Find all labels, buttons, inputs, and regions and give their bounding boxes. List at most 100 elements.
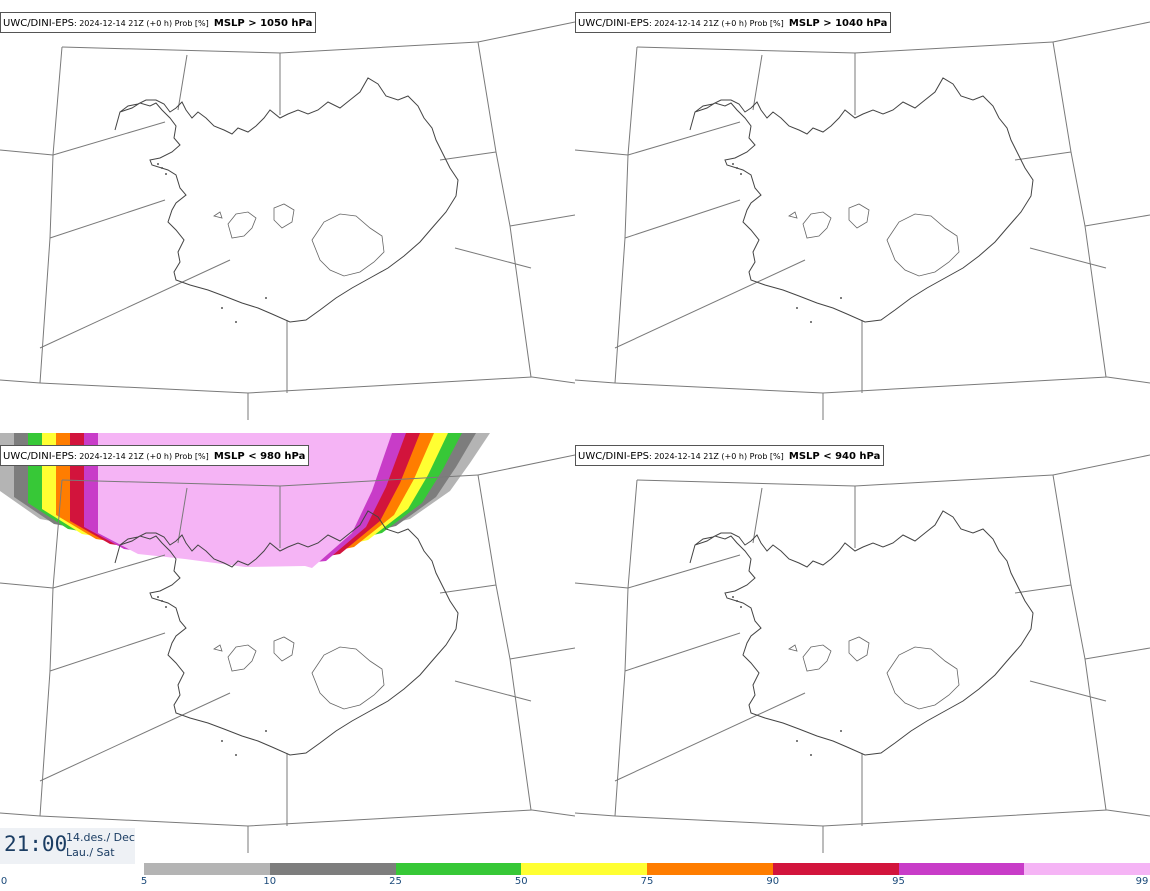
island-dot (235, 754, 237, 756)
map-layer (0, 21, 575, 420)
probability-band (98, 433, 392, 568)
region-boundary (439, 584, 497, 594)
island-dot (840, 297, 842, 299)
region-boundary (61, 41, 479, 54)
glacier-outline (848, 203, 870, 229)
glacier-outline (227, 211, 257, 239)
island-dot (840, 730, 842, 732)
region-boundary (614, 692, 806, 782)
run-info: : 2024-12-14 21Z (+0 h) Prob [%] (648, 452, 784, 461)
model-name: UWC/DINI-EPS (578, 451, 649, 462)
region-boundary (636, 474, 1054, 487)
map-canvas (0, 433, 575, 853)
region-boundary (575, 812, 616, 817)
map-layer (575, 21, 1150, 420)
region-boundary (477, 454, 575, 476)
map-canvas (0, 21, 575, 420)
glacier-outline (886, 213, 960, 277)
run-info: : 2024-12-14 21Z (+0 h) Prob [%] (73, 452, 209, 461)
region-boundary (49, 199, 166, 239)
variable-label: MSLP < 980 hPa (213, 451, 306, 462)
map-panel-mslp-lt-980: UWC/DINI-EPS: 2024-12-14 21Z (+0 h) Prob… (0, 433, 575, 865)
map-panel-mslp-gt-1050: UWC/DINI-EPS: 2024-12-14 21Z (+0 h) Prob… (0, 0, 575, 432)
region-boundary (627, 554, 741, 589)
map-layer (575, 454, 1150, 853)
region-boundary (1014, 151, 1072, 161)
region-boundary (52, 554, 166, 589)
valid-time-box: 21:00 14.des./ Dec Lau./ Sat (0, 828, 135, 864)
region-boundary (39, 46, 63, 384)
island-dot (265, 297, 267, 299)
region-boundary (509, 214, 575, 227)
island-dot (796, 740, 798, 742)
colorbar-segment (772, 863, 899, 875)
glacier-outline (311, 646, 385, 710)
map-panel-mslp-gt-1040: UWC/DINI-EPS: 2024-12-14 21Z (+0 h) Prob… (575, 0, 1150, 432)
region-boundary (0, 379, 41, 384)
colorbar-segment (898, 863, 1025, 875)
region-boundary (1052, 474, 1107, 811)
glacier-outline (273, 636, 295, 662)
valid-date: 14.des./ Dec (66, 831, 135, 844)
probability-field (0, 433, 490, 568)
glacier-outline (788, 644, 798, 652)
colorbar-tick-label: 95 (892, 876, 905, 887)
model-name: UWC/DINI-EPS (578, 18, 649, 29)
region-boundary (624, 632, 741, 672)
region-boundary (1084, 647, 1150, 660)
colorbar-segment (647, 863, 773, 875)
region-boundary (0, 812, 41, 817)
island-dot (221, 307, 223, 309)
colorbar-segment (269, 863, 396, 875)
model-name: UWC/DINI-EPS (3, 18, 74, 29)
island-dot (736, 600, 738, 602)
map-canvas (575, 21, 1150, 420)
map-panel-mslp-lt-940: UWC/DINI-EPS: 2024-12-14 21Z (+0 h) Prob… (575, 433, 1150, 865)
run-info: : 2024-12-14 21Z (+0 h) Prob [%] (73, 19, 209, 28)
region-boundary (752, 487, 763, 544)
map-canvas (575, 454, 1150, 853)
region-boundary (1084, 214, 1150, 227)
region-boundary (454, 680, 532, 702)
region-boundary (477, 474, 532, 811)
colorbar-tick-label: 0 (0, 876, 8, 887)
valid-time-clock: 21:00 (4, 832, 68, 856)
glacier-outline (311, 213, 385, 277)
region-boundary (1029, 247, 1107, 269)
region-boundary (1052, 21, 1150, 43)
coastline (689, 510, 1034, 756)
region-boundary (49, 632, 166, 672)
region-boundary (1052, 454, 1150, 476)
island-dot (740, 606, 742, 608)
variable-label: MSLP > 1050 hPa (213, 18, 313, 29)
island-dot (157, 163, 159, 165)
glacier-outline (213, 211, 223, 219)
region-boundary (1052, 41, 1107, 378)
colorbar-tick-label: 25 (389, 876, 402, 887)
region-boundary (531, 809, 575, 817)
region-boundary (752, 54, 763, 111)
region-boundary (1106, 809, 1150, 817)
island-dot (740, 173, 742, 175)
island-dot (810, 321, 812, 323)
region-boundary (39, 479, 63, 817)
glacier-outline (848, 636, 870, 662)
panel-title: UWC/DINI-EPS: 2024-12-14 21Z (+0 h) Prob… (0, 12, 317, 33)
region-boundary (477, 21, 575, 43)
region-boundary (575, 149, 629, 156)
variable-label: MSLP > 1040 hPa (788, 18, 888, 29)
map-layer (0, 454, 575, 853)
glacier-outline (227, 644, 257, 672)
region-boundary (614, 46, 638, 384)
variable-label: MSLP < 940 hPa (788, 451, 881, 462)
region-boundary (177, 487, 188, 544)
colorbar-tick-label: 90 (766, 876, 780, 887)
region-boundary (1014, 584, 1072, 594)
region-boundary (614, 259, 806, 349)
glacier-outline (213, 644, 223, 652)
glacier-outline (802, 211, 832, 239)
region-boundary (624, 199, 741, 239)
coastline (114, 77, 459, 323)
island-dot (796, 307, 798, 309)
colorbar-tick-label: 99 (1135, 876, 1149, 887)
